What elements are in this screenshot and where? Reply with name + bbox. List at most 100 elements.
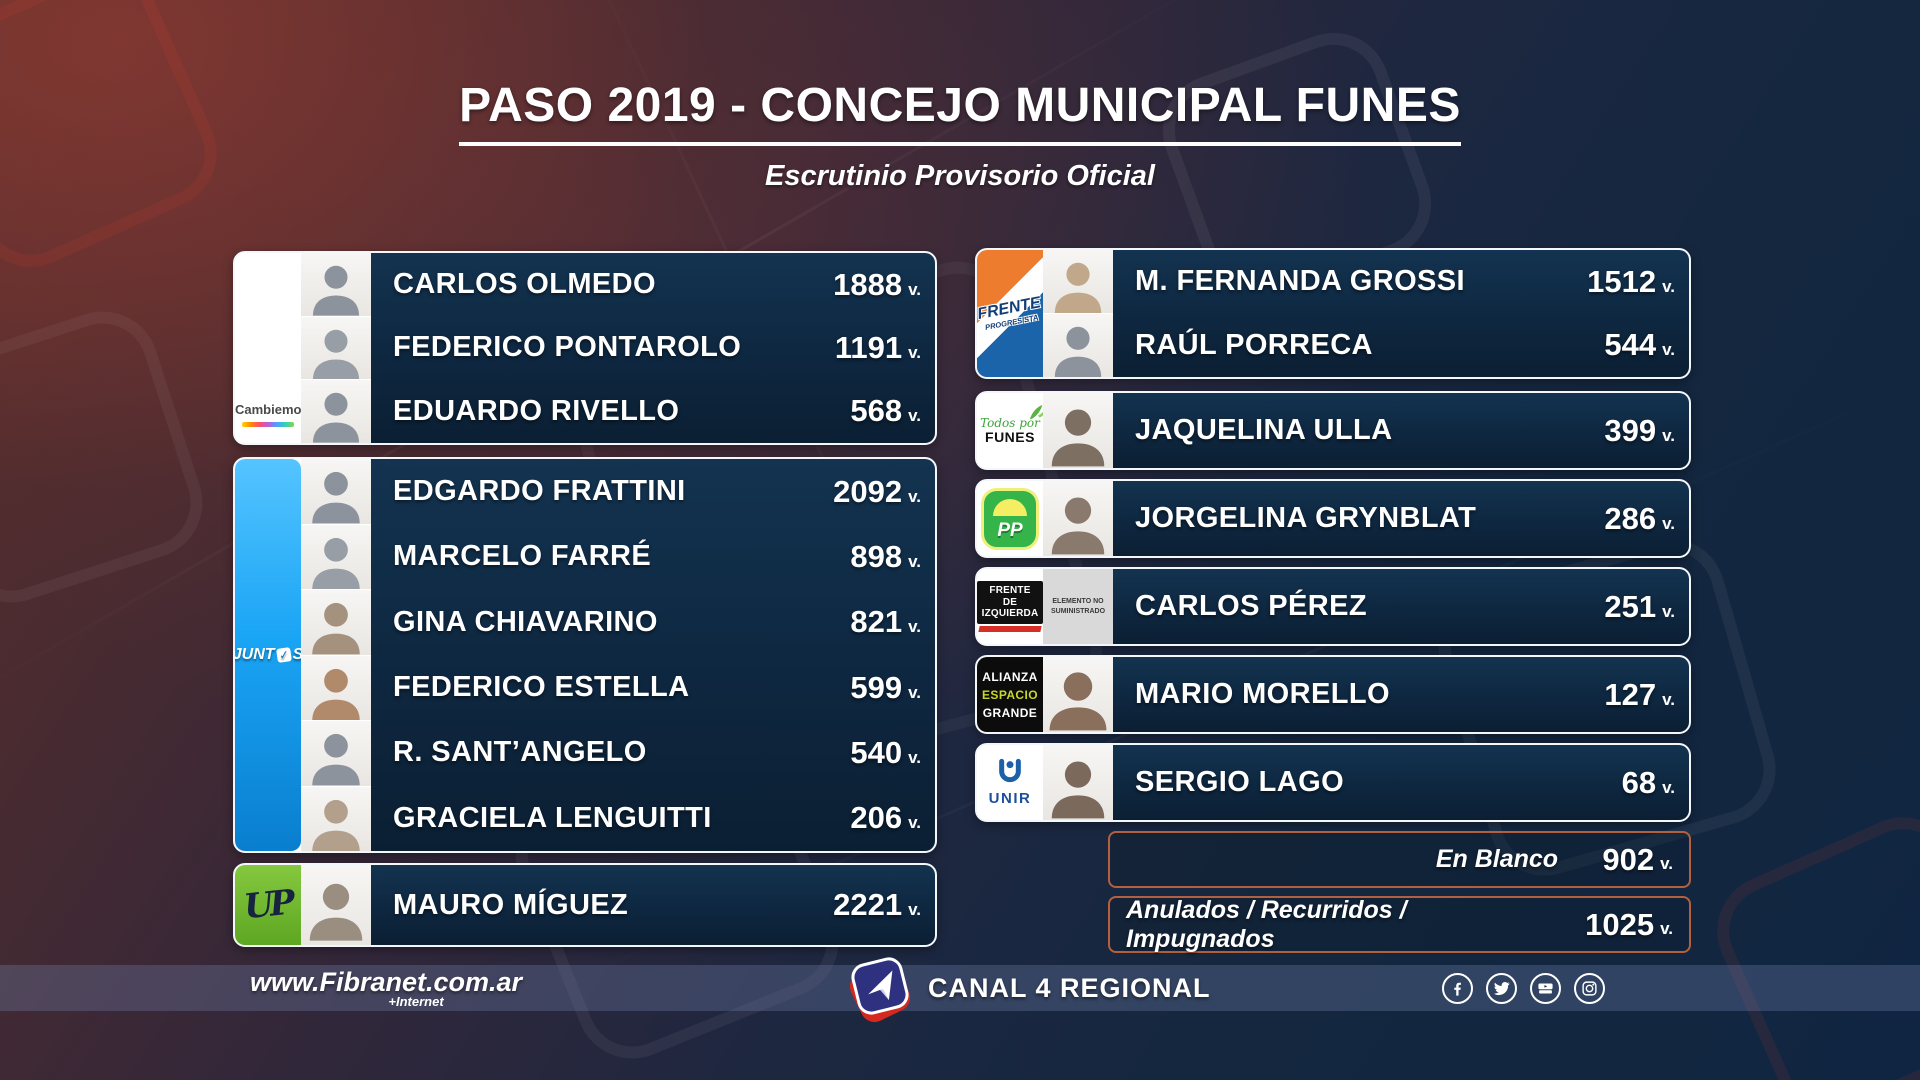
- vote-count: 1512: [1587, 263, 1657, 299]
- candidate-row: EDUARDO RIVELLO 568 v.: [371, 380, 935, 443]
- candidate-photo: [1043, 657, 1113, 732]
- candidate-name: CARLOS OLMEDO: [393, 268, 656, 301]
- todos-por-funes-label2: FUNES: [985, 429, 1035, 445]
- vote-suffix: v.: [908, 342, 921, 362]
- candidate-photo: [1043, 481, 1113, 556]
- instagram-icon: [1574, 972, 1605, 1004]
- candidate-rows: M. FERNANDA GROSSI 1512 v. RAÚL PORRECA 5…: [1113, 250, 1689, 377]
- candidate-row: M. FERNANDA GROSSI 1512 v.: [1113, 250, 1689, 314]
- vote-count: 286: [1604, 500, 1657, 536]
- candidate-votes: 540 v.: [810, 735, 921, 771]
- blank-votes-label: En Blanco: [1435, 845, 1559, 873]
- candidate-photo: [1043, 250, 1113, 314]
- candidate-votes: 1191 v.: [810, 330, 921, 366]
- party-group-juntos: JUNT ✓ S EDGARDO FRATTINI 2092 v. MARCELO F…: [233, 457, 937, 853]
- party-group-unir: UNIR SERGIO LAGO 68 v.: [975, 743, 1691, 822]
- unite-logo: UP: [235, 865, 301, 945]
- juntos-label-part1: JUNT: [233, 646, 275, 663]
- candidate-rows: JORGELINA GRYNBLAT 286 v.: [1113, 481, 1689, 556]
- vote-suffix: v.: [1662, 340, 1675, 360]
- candidate-name: R. SANT’ANGELO: [393, 736, 647, 769]
- website: www.Fibranet.com.ar +Internet: [250, 967, 522, 1009]
- vote-suffix: v.: [908, 486, 921, 506]
- candidate-name: FEDERICO PONTAROLO: [393, 331, 742, 364]
- party-group-todos-por-funes: Todos por FUNES JAQUELINA ULLA 399 v.: [975, 391, 1691, 470]
- unir-u-icon: [999, 758, 1021, 783]
- candidate-row: GRACIELA LENGUITTI 206 v.: [371, 786, 935, 851]
- channel-name: CANAL 4 REGIONAL: [928, 973, 1211, 1003]
- cambiemos-rainbow-bar: [242, 422, 294, 427]
- unite-logo-text: UP: [242, 882, 294, 928]
- candidate-photos: [1043, 393, 1113, 468]
- candidate-row: CARLOS PÉREZ 251 v.: [1113, 569, 1689, 644]
- espacio-grande-logo: ALIANZA ESPACIO GRANDE: [977, 657, 1043, 732]
- vote-suffix: v.: [908, 900, 921, 919]
- frente-izquierda-red-bar: [978, 625, 1042, 632]
- candidate-photo: [301, 865, 371, 945]
- annulled-votes-label: Anulados / Recurridos / Impugnados: [1126, 895, 1407, 953]
- candidate-votes: 599 v.: [810, 670, 921, 706]
- todos-por-funes-logo: Todos por FUNES: [977, 393, 1047, 468]
- vote-count: 599: [850, 669, 903, 705]
- frente-progresista-logo: FRENTE PROGRESISTA: [977, 250, 1043, 377]
- candidate-votes: 1512 v.: [1564, 264, 1675, 300]
- candidate-row: SERGIO LAGO 68 v.: [1113, 745, 1689, 820]
- candidate-rows: CARLOS PÉREZ 251 v.: [1113, 569, 1689, 644]
- candidate-photo: [301, 253, 371, 317]
- candidate-votes: 251 v.: [1564, 589, 1675, 625]
- right-results-column: FRENTE PROGRESISTA M. FERNANDA GROSSI 15…: [975, 248, 1691, 953]
- candidate-votes: 898 v.: [810, 539, 921, 575]
- page-subtitle: Escrutinio Provisorio Oficial: [765, 160, 1155, 192]
- cambiemos-label: Cambiemos: [235, 402, 309, 417]
- unir-logo: UNIR: [977, 745, 1043, 820]
- canal4-plane-icon: [868, 970, 893, 1001]
- canal4-watermark: [1699, 799, 1920, 1080]
- photo-placeholder: ELEMENTO NO SUMINISTRADO: [1043, 569, 1113, 644]
- website-url: www.Fibranet.com.ar: [250, 967, 523, 997]
- candidate-photo: [301, 590, 371, 656]
- left-results-column: Cambiemos CARLOS OLMEDO 1888 v. FEDERICO …: [233, 251, 937, 947]
- frente-de-izquierda-logo: FRENTE DE IZQUIERDA: [977, 569, 1043, 644]
- candidate-name: EDGARDO FRATTINI: [393, 475, 686, 508]
- candidate-votes: 821 v.: [810, 604, 921, 640]
- vote-suffix: v.: [1662, 777, 1675, 797]
- vote-count: 2092: [833, 473, 903, 509]
- candidate-photo: [301, 316, 371, 381]
- candidate-row: CARLOS OLMEDO 1888 v.: [371, 253, 935, 316]
- candidate-photo: [301, 786, 371, 851]
- candidate-votes: 399 v.: [1564, 413, 1675, 449]
- social-icons: [1442, 965, 1605, 1011]
- candidate-photos: ELEMENTO NO SUMINISTRADO: [1043, 569, 1113, 644]
- vote-count: 902: [1602, 841, 1655, 877]
- vote-count: 1888: [833, 266, 903, 302]
- vote-suffix: v.: [1662, 425, 1675, 445]
- candidate-row: MARIO MORELLO 127 v.: [1113, 657, 1689, 732]
- candidate-name: GRACIELA LENGUITTI: [393, 801, 712, 834]
- candidate-rows: MAURO MÍGUEZ 2221 v.: [371, 865, 935, 945]
- candidate-name: MAURO MÍGUEZ: [393, 888, 629, 921]
- candidate-photos: [301, 253, 371, 443]
- frente-izquierda-label2: IZQUIERDA: [981, 608, 1039, 620]
- vote-suffix: v.: [1662, 689, 1675, 709]
- candidate-rows: MARIO MORELLO 127 v.: [1113, 657, 1689, 732]
- leaf-icon: [1029, 404, 1047, 420]
- vote-count: 540: [850, 734, 903, 770]
- candidate-rows: EDGARDO FRATTINI 2092 v. MARCELO FARRÉ 89…: [371, 459, 935, 851]
- candidate-photo: [1043, 745, 1113, 820]
- juntos-check-icon: ✓: [275, 647, 292, 663]
- vote-suffix: v.: [908, 813, 921, 833]
- vote-suffix: v.: [908, 551, 921, 571]
- vote-count: 821: [850, 604, 903, 640]
- candidate-photos: [1043, 481, 1113, 556]
- candidate-name: JORGELINA GRYNBLAT: [1135, 502, 1477, 534]
- espacio-grande-label2: ESPACIO: [982, 687, 1038, 702]
- candidate-row: MAURO MÍGUEZ 2221 v.: [371, 865, 935, 945]
- candidate-votes: 1888 v.: [810, 267, 921, 303]
- vote-count: 568: [850, 393, 903, 429]
- vote-suffix: v.: [1660, 853, 1673, 873]
- candidate-votes: 206 v.: [810, 800, 921, 836]
- vote-count: 898: [850, 538, 903, 574]
- candidate-name: EDUARDO RIVELLO: [393, 394, 680, 427]
- candidate-photo: [301, 721, 371, 787]
- party-group-unite: UP MAURO MÍGUEZ 2221 v.: [233, 863, 937, 947]
